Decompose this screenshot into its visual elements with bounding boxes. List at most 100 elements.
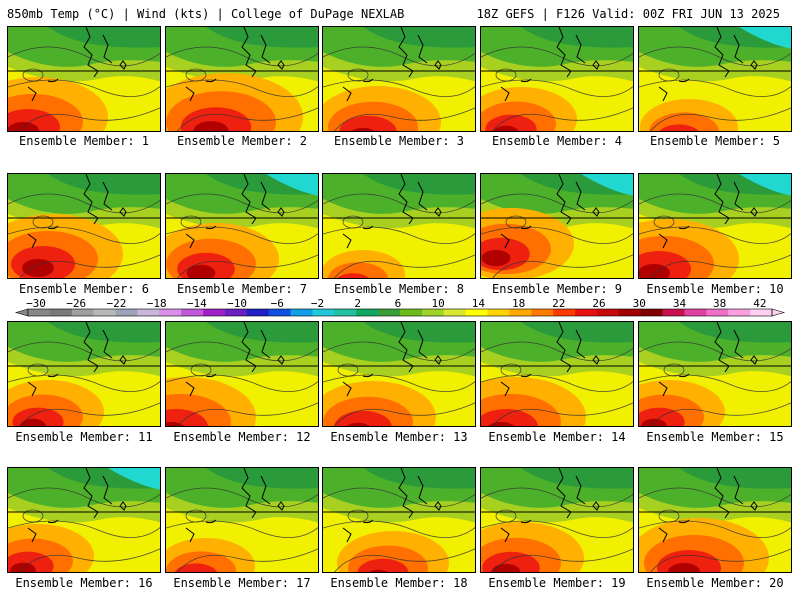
temperature-field [323, 322, 475, 426]
header-title-right: 18Z GEFS | F126 Valid: 00Z FRI JUN 13 20… [476, 7, 780, 21]
colorbar-tick-label: −14 [187, 298, 207, 310]
ensemble-member-label-1: Ensemble Member: 1 [18, 134, 150, 148]
ensemble-member-map-20 [638, 467, 792, 573]
colorbar-swatch [443, 309, 466, 316]
ensemble-member-map-14 [480, 321, 634, 427]
colorbar-swatch [334, 309, 357, 316]
colorbar-tick-label: −18 [147, 298, 167, 310]
height-contours [639, 341, 791, 426]
ensemble-member-label-6: Ensemble Member: 6 [18, 282, 150, 296]
colorbar-swatch [49, 309, 73, 316]
colorbar-border [27, 308, 773, 317]
colorbar-tick-label: 6 [395, 298, 402, 310]
geographic-boundaries [166, 322, 318, 397]
ensemble-member-map-19 [480, 467, 634, 573]
temperature-field [481, 174, 633, 278]
ensemble-member-label-5: Ensemble Member: 5 [649, 134, 781, 148]
ensemble-member-map-2 [165, 26, 319, 132]
ensemble-member-label-10: Ensemble Member: 10 [646, 282, 784, 296]
temperature-field [166, 322, 318, 426]
ensemble-member-map-3 [322, 26, 476, 132]
ensemble-member-map-1 [7, 26, 161, 132]
colorbar-tick-label: 34 [673, 298, 687, 310]
ensemble-member-label-4: Ensemble Member: 4 [491, 134, 623, 148]
colorbar-swatch [750, 309, 773, 316]
ensemble-member-map-16 [7, 467, 161, 573]
temperature-field [639, 468, 791, 572]
geographic-boundaries [323, 322, 475, 397]
geographic-boundaries [323, 27, 475, 102]
temperature-field [166, 174, 318, 278]
geographic-boundaries [323, 468, 475, 543]
ensemble-member-label-16: Ensemble Member: 16 [15, 576, 153, 590]
temperature-field [323, 174, 475, 278]
geographic-boundaries [8, 322, 160, 397]
ensemble-member-label-20: Ensemble Member: 20 [646, 576, 784, 590]
colorbar-swatch [312, 309, 335, 316]
colorbar-swatch [465, 309, 488, 316]
ensemble-member-label-7: Ensemble Member: 7 [176, 282, 308, 296]
ensemble-member-label-11: Ensemble Member: 11 [15, 430, 153, 444]
header-title-left: 850mb Temp (°C) | Wind (kts) | College o… [7, 7, 405, 21]
colorbar-swatch [115, 309, 138, 316]
geographic-boundaries [166, 174, 318, 249]
colorbar-tick-label: −2 [311, 298, 324, 310]
colorbar-tick-label: 14 [472, 298, 486, 310]
temperature-field [8, 322, 160, 426]
colorbar-tick-label: −30 [26, 298, 46, 310]
colorbar-tick-label: −10 [227, 298, 247, 310]
geographic-boundaries [481, 174, 633, 249]
height-contours [166, 341, 318, 426]
colorbar-tick-label: 38 [713, 298, 726, 310]
colorbar-swatch [728, 309, 751, 316]
height-contours [639, 487, 791, 572]
height-contours [481, 46, 633, 131]
colorbar-swatch [575, 309, 598, 316]
temperature-field [8, 27, 160, 131]
temperature-field [639, 322, 791, 426]
ensemble-member-label-12: Ensemble Member: 12 [173, 430, 311, 444]
ensemble-member-map-9 [480, 173, 634, 279]
colorbar-tick-label: 26 [592, 298, 605, 310]
ensemble-member-map-4 [480, 26, 634, 132]
colorbar-swatch [662, 309, 685, 316]
colorbar-tick-label: 2 [354, 298, 361, 310]
geographic-boundaries [8, 174, 160, 249]
colorbar-swatch [71, 309, 94, 316]
temperature-colorbar: −30 −26 −22 −18 −14 −10 −6 −2 2 6 10 14 18 22 26 30 34 38… [14, 298, 786, 317]
colorbar-tick-label: 42 [753, 298, 766, 310]
colorbar-tick-label: 30 [633, 298, 646, 310]
colorbar-tick-label: 18 [512, 298, 525, 310]
height-contours [323, 487, 475, 572]
height-contours [8, 193, 160, 278]
geographic-boundaries [639, 468, 791, 543]
temperature-field [481, 322, 633, 426]
temperature-field [8, 174, 160, 278]
height-contours [481, 193, 633, 278]
colorbar-swatch [640, 309, 663, 316]
colorbar-swatch [356, 309, 379, 316]
height-contours [639, 193, 791, 278]
ensemble-member-label-19: Ensemble Member: 19 [488, 576, 626, 590]
ensemble-member-map-11 [7, 321, 161, 427]
colorbar-tick-label: −26 [66, 298, 86, 310]
ensemble-member-map-15 [638, 321, 792, 427]
ensemble-member-map-17 [165, 467, 319, 573]
height-contours [166, 487, 318, 572]
colorbar-swatch [224, 309, 248, 316]
ensemble-member-label-15: Ensemble Member: 15 [646, 430, 784, 444]
geographic-boundaries [8, 27, 160, 102]
colorbar-swatch [618, 309, 642, 316]
temperature-field [8, 468, 160, 572]
height-contours [323, 46, 475, 131]
colorbar-swatch [203, 309, 226, 316]
height-contours [481, 487, 633, 572]
ensemble-member-label-17: Ensemble Member: 17 [173, 576, 311, 590]
geographic-boundaries [166, 468, 318, 543]
colorbar-tick-label: 10 [432, 298, 445, 310]
colorbar-swatch [509, 309, 532, 316]
ensemble-member-map-13 [322, 321, 476, 427]
height-contours [323, 341, 475, 426]
ensemble-member-map-8 [322, 173, 476, 279]
height-contours [8, 341, 160, 426]
